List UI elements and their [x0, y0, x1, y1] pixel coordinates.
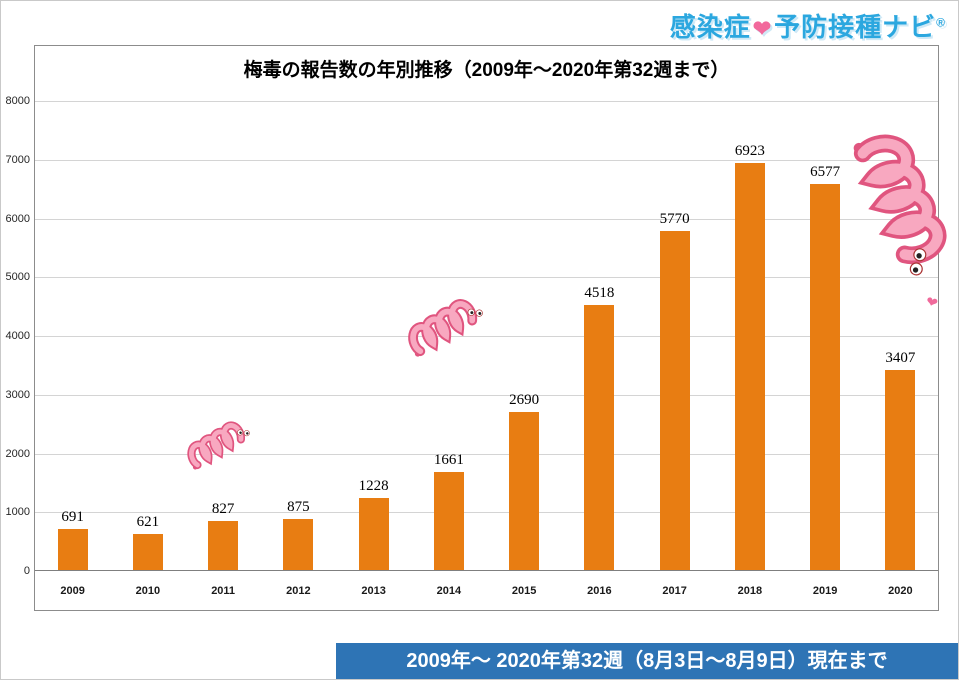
x-axis-label: 2011: [211, 585, 236, 597]
y-axis-label: 0: [23, 565, 30, 577]
bar-2019: [810, 184, 841, 570]
bar-value-label: 6923: [734, 143, 765, 159]
chart-title: 梅毒の報告数の年別推移（2009年～2020年第32週まで）: [243, 60, 730, 81]
x-axis-label: 2019: [812, 585, 838, 597]
x-axis-label: 2017: [662, 585, 687, 597]
x-axis-label: 2010: [135, 585, 161, 597]
y-axis-label: 6000: [5, 212, 30, 225]
y-axis-label: 8000: [5, 95, 30, 107]
bar-value-label: 2690: [509, 392, 540, 408]
bar-value-label: 691: [61, 509, 84, 525]
bar-2017: [659, 231, 690, 570]
footer-banner: 2009年～ 2020年第32週（8月3日～8月9日）現在まで: [336, 643, 958, 679]
bar-2014: [433, 472, 464, 570]
gridline: [35, 159, 938, 161]
gridline: [35, 394, 938, 396]
x-axis-label: 2016: [587, 585, 612, 597]
gridline: [35, 512, 938, 514]
bar-value-label: 621: [136, 514, 160, 530]
bar-value-label: 827: [211, 501, 235, 517]
bar-2020: [885, 370, 916, 570]
x-axis-label: 2013: [361, 585, 386, 597]
bar-value-label: 875: [287, 499, 310, 515]
gridline: [35, 101, 938, 102]
logo-text-left: 感染症: [669, 12, 751, 42]
x-axis-label: 2014: [436, 585, 462, 597]
y-axis-label: 3000: [5, 388, 30, 401]
bar-value-label: 6577: [810, 164, 841, 180]
plot-area: 691 621 827 875 1228 1661 2690 4518 5770 6923 6577…: [35, 101, 938, 571]
bar-2013: [358, 498, 389, 570]
x-axis-label: 2020: [888, 585, 913, 597]
y-axis: 0 1000 2000 3000 4000 5000 6000 7000 8000: [1, 95, 30, 583]
gridline: [35, 453, 938, 455]
x-axis-label: 2009: [60, 585, 85, 597]
gridline: [35, 336, 938, 337]
y-axis-label: 5000: [5, 271, 30, 284]
bar-value-label: 4518: [584, 285, 615, 301]
bar-2015: [509, 412, 540, 570]
registered-mark: ®: [936, 15, 946, 30]
bar-2012: [283, 519, 314, 570]
chart-frame: [34, 45, 939, 611]
bar-value-label: 1661: [433, 452, 464, 468]
x-axis-label: 2012: [286, 585, 311, 597]
bar-value-label: 3407: [885, 350, 916, 366]
logo-text-right: 予防接種ナビ: [774, 12, 937, 42]
y-axis-label: 2000: [5, 447, 30, 460]
x-axis: 2009 2010 2011 2012 2013 2014 2015 2016 2017 2018…: [35, 572, 938, 610]
bar-value-label: 5770: [659, 211, 690, 227]
app-logo: 感染症❤予防接種ナビ®: [670, 7, 946, 44]
bar-2018: [734, 163, 765, 570]
bar-2011: [208, 521, 239, 570]
bar-2010: [132, 534, 163, 570]
bar-2009: [57, 529, 88, 570]
y-axis-label: 7000: [5, 153, 30, 166]
y-axis-label: 1000: [5, 506, 30, 519]
y-axis-label: 4000: [5, 330, 30, 342]
bar-2016: [584, 305, 615, 570]
x-axis-label: 2018: [737, 585, 763, 597]
x-axis-label: 2015: [511, 585, 537, 597]
gridline: [35, 218, 938, 220]
heart-icon: ❤: [752, 16, 773, 41]
bar-value-label: 1228: [358, 478, 389, 494]
gridline: [35, 277, 938, 279]
